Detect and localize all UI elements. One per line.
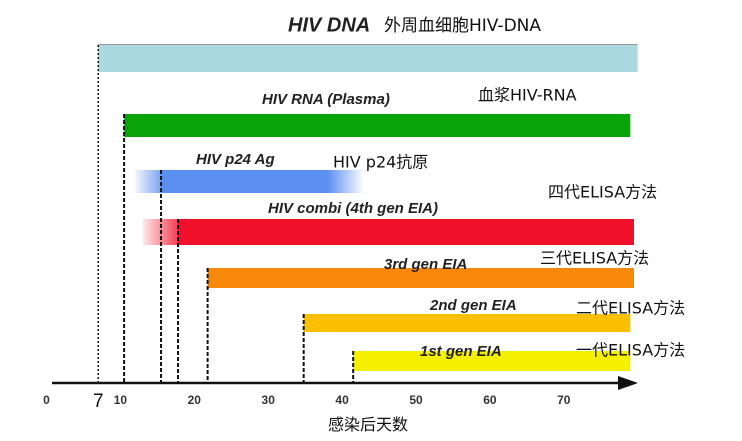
bars-layer bbox=[98, 45, 638, 371]
bar-hiv-rna-plasma bbox=[124, 114, 631, 137]
x-tick-label: 0 bbox=[43, 393, 50, 407]
series-label-3rd-gen-eia: 3rd gen EIA bbox=[384, 256, 467, 273]
series-label-hiv-combi-4th-gen-eia: HIV combi (4th gen EIA) bbox=[268, 200, 438, 217]
bar-hiv-combi-4th-gen-eia bbox=[142, 219, 635, 245]
series-label-1st-gen-eia: 1st gen EIA bbox=[420, 343, 502, 360]
guides-layer bbox=[97, 44, 638, 383]
bar-hiv-dna bbox=[98, 45, 638, 72]
labels-layer: HIV DNA 外周血细胞HIV-DNA HIV RNA (Plasma) 血浆HIV… bbox=[196, 14, 685, 360]
series-label-hiv-rna-plasma: HIV RNA (Plasma) bbox=[262, 91, 390, 108]
series-label-cn-hiv-combi-4th-gen-eia: 四代ELISA方法 bbox=[548, 183, 657, 202]
series-label-cn-2nd-gen-eia: 二代ELISA方法 bbox=[576, 299, 685, 318]
series-label-cn-3rd-gen-eia: 三代ELISA方法 bbox=[540, 249, 649, 268]
series-label-cn-hiv-p24-ag: HIV p24抗原 bbox=[333, 153, 428, 172]
series-label-cn-hiv-dna: 外周血细胞HIV-DNA bbox=[384, 16, 541, 36]
x-tick-label: 30 bbox=[262, 393, 276, 407]
bar-2nd-gen-eia bbox=[303, 314, 631, 332]
x-tick-label-highlight: 7 bbox=[93, 391, 104, 412]
bar-hiv-p24-ag bbox=[135, 170, 365, 193]
x-tick-label: 40 bbox=[335, 393, 349, 407]
x-tick-label: 60 bbox=[483, 393, 497, 407]
x-tick-label: 70 bbox=[557, 393, 571, 407]
bar-1st-gen-eia bbox=[353, 351, 631, 371]
x-tick-label: 20 bbox=[188, 393, 202, 407]
x-tick-label: 50 bbox=[409, 393, 423, 407]
series-label-cn-hiv-rna-plasma: 血浆HIV-RNA bbox=[478, 86, 577, 105]
series-label-hiv-dna: HIV DNA bbox=[288, 14, 370, 36]
x-axis-arrow bbox=[618, 376, 638, 390]
series-label-cn-1st-gen-eia: 一代ELISA方法 bbox=[576, 341, 685, 360]
series-label-hiv-p24-ag: HIV p24 Ag bbox=[196, 151, 275, 168]
x-axis-label: 感染后天数 bbox=[328, 415, 408, 434]
series-label-2nd-gen-eia: 2nd gen EIA bbox=[429, 297, 517, 314]
x-axis bbox=[52, 376, 638, 390]
bar-3rd-gen-eia bbox=[207, 268, 635, 288]
x-axis-ticks: 0 10 20 30 40 50 60 70 7 bbox=[43, 391, 571, 412]
x-tick-label: 10 bbox=[114, 393, 128, 407]
